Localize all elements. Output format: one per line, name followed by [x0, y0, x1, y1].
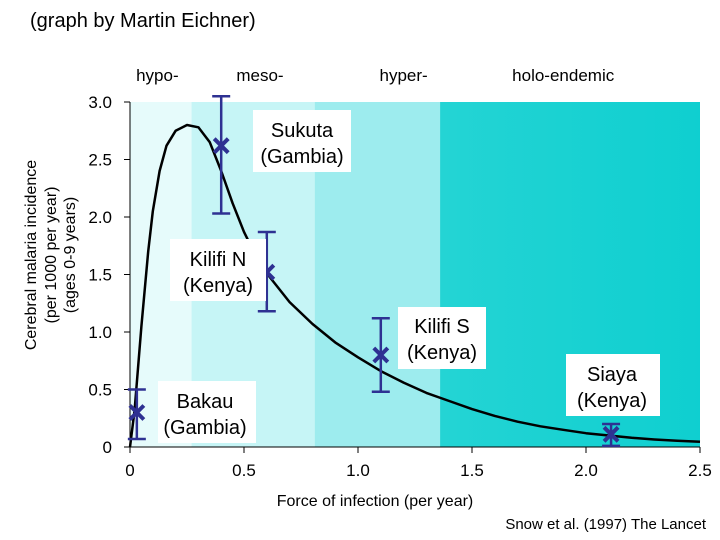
- data-point-label: (Gambia): [163, 417, 246, 439]
- data-point-x-stroke: [128, 404, 146, 421]
- data-point-marker: [372, 346, 390, 364]
- data-point-label: (Kenya): [407, 342, 477, 364]
- data-point-x-stroke: [212, 137, 230, 155]
- y-tick-label: 2.0: [88, 208, 112, 227]
- y-tick-label: 2.5: [88, 151, 112, 170]
- source-citation: Snow et al. (1997) The Lancet: [505, 516, 706, 533]
- data-point-label: Bakau: [177, 391, 234, 413]
- zone-label: meso-: [236, 66, 283, 85]
- credit-text: (graph by Martin Eichner): [30, 10, 256, 32]
- data-point-label: (Kenya): [577, 390, 647, 412]
- x-tick-label: 2.0: [574, 461, 598, 480]
- y-tick-label: 3.0: [88, 93, 112, 112]
- fit-curve: [128, 123, 701, 448]
- x-tick-label: 0.5: [232, 461, 256, 480]
- zone-label: holo-endemic: [512, 66, 615, 85]
- data-point-label: (Gambia): [260, 146, 343, 168]
- data-point-label: Siaya: [587, 364, 638, 386]
- data-label-box: [398, 307, 486, 369]
- y-axis-title-line: (per 1000 per year): [43, 187, 60, 324]
- data-point-marker: [128, 404, 146, 421]
- data-label-box: [253, 110, 351, 172]
- y-tick-label: 1.5: [88, 266, 112, 285]
- data-point-x-stroke: [372, 346, 390, 364]
- data-point-label: Kilifi N: [190, 249, 247, 271]
- zone-label: hypo-: [136, 66, 179, 85]
- x-tick-label: 1.5: [460, 461, 484, 480]
- data-label-box: [170, 239, 266, 301]
- x-tick-label: 0: [125, 461, 134, 480]
- y-axis-title-line: Cerebral malaria incidence: [23, 160, 40, 350]
- y-axis-title-line: (ages 0-9 years): [62, 197, 79, 314]
- data-point-label: Kilifi S: [414, 316, 470, 338]
- zone-label: hyper-: [380, 66, 428, 85]
- data-point-marker: [602, 425, 620, 443]
- data-point-label: Sukuta: [271, 120, 334, 142]
- y-tick-label: 0.5: [88, 381, 112, 400]
- data-point-label: (Kenya): [183, 275, 253, 297]
- x-axis-title: Force of infection (per year): [277, 493, 474, 510]
- data-point-x-stroke: [602, 425, 620, 443]
- data-point-marker: [212, 137, 230, 155]
- x-tick-label: 1.0: [346, 461, 370, 480]
- y-tick-label: 0: [103, 438, 112, 457]
- x-tick-label: 2.5: [688, 461, 712, 480]
- data-label-box: [158, 381, 256, 443]
- data-label-box: [566, 354, 660, 416]
- y-tick-label: 1.0: [88, 323, 112, 342]
